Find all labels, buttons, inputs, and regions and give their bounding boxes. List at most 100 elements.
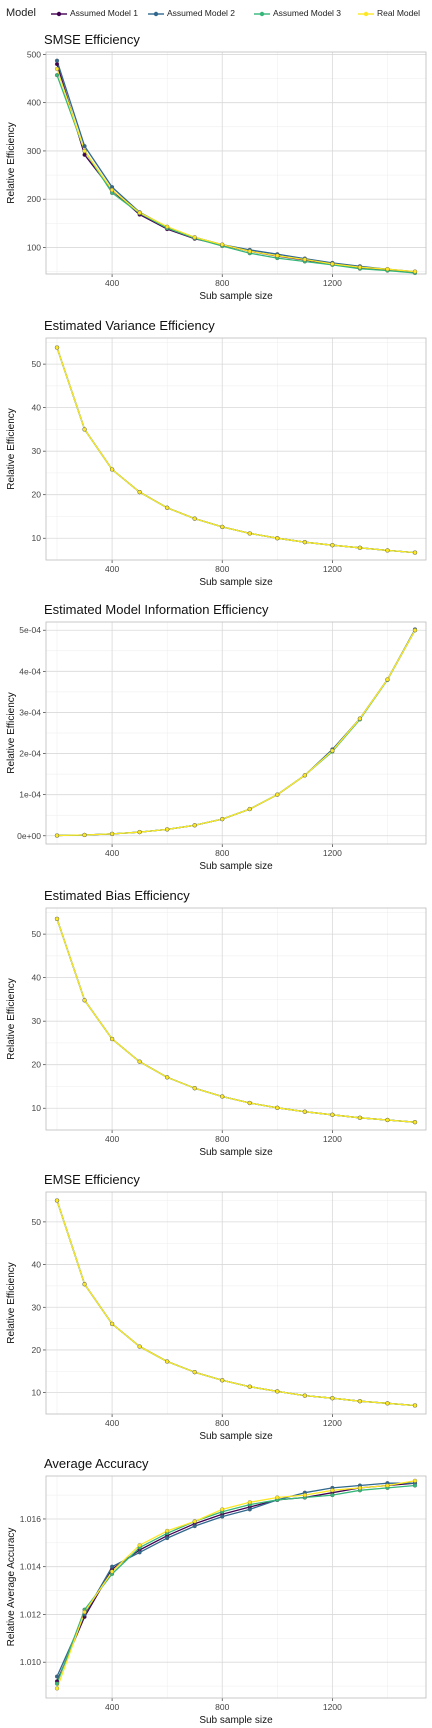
data-point xyxy=(165,1359,170,1364)
data-point xyxy=(275,1105,280,1110)
y-tick-label: 40 xyxy=(32,973,42,983)
data-point xyxy=(165,1528,170,1533)
legend-label: Assumed Model 3 xyxy=(273,8,342,18)
y-tick-label: 100 xyxy=(27,242,41,252)
chart-title: Estimated Bias Efficiency xyxy=(44,888,190,903)
data-point xyxy=(302,1393,307,1398)
x-tick-label: 800 xyxy=(215,848,229,858)
plot-border xyxy=(45,337,427,561)
data-point xyxy=(82,148,87,153)
x-tick-label: 400 xyxy=(105,278,119,288)
x-axis-label: Sub sample size xyxy=(199,1147,273,1158)
plot-border xyxy=(45,1475,427,1699)
data-point xyxy=(357,1399,362,1404)
x-tick-label: 400 xyxy=(105,1134,119,1144)
x-axis-label: Sub sample size xyxy=(199,861,273,872)
x-tick-label: 1200 xyxy=(323,1134,342,1144)
x-tick-label: 400 xyxy=(105,1702,119,1712)
data-point xyxy=(54,345,60,350)
data-point xyxy=(302,1493,307,1498)
plot-border xyxy=(45,1191,427,1415)
series-line-3 xyxy=(56,1484,416,1684)
data-point xyxy=(220,1378,225,1383)
x-tick-label: 400 xyxy=(105,1418,119,1428)
chart-panel: Average Accuracy 400 800 1200 1.010 1.012 1.01… xyxy=(6,1456,427,1726)
data-point xyxy=(82,1282,87,1287)
data-point xyxy=(220,817,225,822)
data-point xyxy=(330,543,335,548)
y-tick-label: 3e-04 xyxy=(19,707,41,717)
legend-label: Assumed Model 1 xyxy=(70,8,139,18)
y-tick-label: 30 xyxy=(32,1302,42,1312)
y-tick-label: 4e-04 xyxy=(19,666,41,676)
plot-border xyxy=(45,51,427,275)
legend: Model Assumed Model 1 Assumed Model 2 As… xyxy=(0,0,432,28)
x-axis-label: Sub sample size xyxy=(199,1715,273,1726)
chart-panel: Estimated Model Information Efficiency 40… xyxy=(6,602,427,872)
legend-label: Real Model xyxy=(377,8,420,18)
data-point xyxy=(137,830,142,835)
data-point xyxy=(54,66,60,71)
data-point xyxy=(247,1507,252,1512)
x-tick-label: 800 xyxy=(215,278,229,288)
y-axis-label: Relative Efficiency xyxy=(6,692,17,774)
data-point xyxy=(110,187,115,193)
y-tick-label: 50 xyxy=(32,929,42,939)
y-tick-label: 40 xyxy=(32,1260,42,1270)
data-point xyxy=(247,531,252,536)
data-point xyxy=(357,716,362,721)
legend-item-real-model: Real Model xyxy=(357,8,429,20)
data-point xyxy=(137,210,142,215)
y-tick-label: 300 xyxy=(27,146,41,156)
x-tick-label: 1200 xyxy=(323,1418,342,1428)
series-line-2 xyxy=(56,60,416,273)
legend-label: Assumed Model 2 xyxy=(167,8,236,18)
data-point xyxy=(82,832,87,838)
plot-area xyxy=(46,338,426,560)
chart-panel: Estimated Bias Efficiency 400 800 1200 10 20 3… xyxy=(6,888,427,1158)
data-point xyxy=(54,1681,60,1686)
data-point xyxy=(275,792,280,797)
y-axis-label: Relative Efficiency xyxy=(6,978,17,1060)
data-point xyxy=(192,1519,197,1524)
data-point xyxy=(220,242,225,247)
data-point xyxy=(165,1075,170,1080)
y-tick-label: 1e-04 xyxy=(19,790,41,800)
data-point xyxy=(54,73,60,78)
data-point xyxy=(330,1112,335,1117)
series-line-4 xyxy=(56,1480,416,1689)
data-point xyxy=(137,1550,142,1555)
data-point xyxy=(137,1059,142,1064)
data-point xyxy=(330,1396,335,1401)
y-axis-label: Relative Efficiency xyxy=(6,1262,17,1344)
data-point xyxy=(192,235,197,240)
y-axis-label: Relative Average Accuracy xyxy=(6,1528,17,1647)
data-point xyxy=(357,545,362,550)
chart-title: EMSE Efficiency xyxy=(44,1172,140,1187)
data-point xyxy=(330,261,335,266)
x-tick-label: 800 xyxy=(215,1702,229,1712)
x-tick-label: 800 xyxy=(215,1134,229,1144)
data-point xyxy=(275,1389,280,1394)
data-point xyxy=(412,628,418,633)
data-point xyxy=(412,550,418,555)
data-point xyxy=(357,1485,362,1490)
y-tick-label: 1.010 xyxy=(20,1657,42,1667)
data-point xyxy=(247,807,252,812)
legend-key-assumed-model-1 xyxy=(51,11,67,17)
data-point xyxy=(302,773,307,778)
data-point xyxy=(82,144,87,149)
y-tick-label: 5e-04 xyxy=(19,625,41,635)
data-point xyxy=(110,1321,115,1326)
data-point xyxy=(220,1507,225,1512)
legend-key-real-model xyxy=(358,11,374,17)
x-tick-label: 1200 xyxy=(323,848,342,858)
legend-key-assumed-model-2 xyxy=(148,11,164,17)
data-point xyxy=(165,224,170,229)
y-tick-label: 50 xyxy=(32,359,42,369)
x-tick-label: 400 xyxy=(105,564,119,574)
x-tick-label: 400 xyxy=(105,848,119,858)
chart-panel: EMSE Efficiency 400 800 1200 10 20 30 40 50 Sub s… xyxy=(6,1172,427,1442)
data-point xyxy=(247,1100,252,1106)
